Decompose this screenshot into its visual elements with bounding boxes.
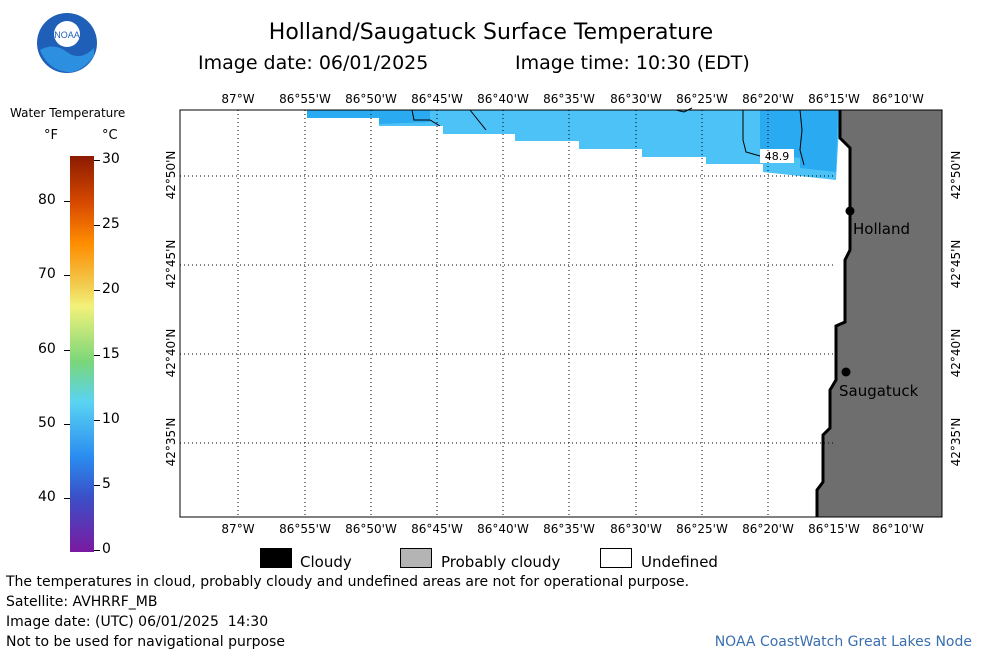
celsius-tick-label: 30	[102, 151, 120, 167]
temperature-contours	[411, 107, 805, 166]
fahrenheit-tick-label: 80	[38, 192, 56, 208]
satellite-text: Satellite: AVHRRF_MB	[6, 594, 158, 610]
contour-label-box	[760, 149, 794, 163]
logo-text: NOAA	[54, 30, 80, 40]
legend-title: Water Temperature	[10, 106, 126, 120]
latitude-label: 42°50'N	[949, 150, 963, 200]
celsius-tick-label: 10	[102, 411, 120, 427]
latitude-label: 42°45'N	[949, 239, 963, 289]
disclaimer-text: The temperatures in cloud, probably clou…	[6, 574, 690, 590]
longitude-label: 86°35'W	[543, 522, 595, 536]
celsius-tick-label: 20	[102, 281, 120, 297]
longitude-label: 86°50'W	[345, 92, 397, 106]
graticule	[180, 110, 835, 517]
fahrenheit-tick-mark	[64, 201, 70, 202]
longitude-label: 86°25'W	[676, 522, 728, 536]
longitude-label: 86°45'W	[411, 92, 463, 106]
utc-date-text: Image date: (UTC) 06/01/2025 14:30	[6, 614, 269, 630]
shoreline	[815, 110, 852, 517]
celsius-tick-mark	[94, 290, 100, 291]
longitude-label: 86°40'W	[477, 522, 529, 536]
longitude-label: 86°45'W	[411, 522, 463, 536]
key-label-probably-cloudy: Probably cloudy	[441, 553, 561, 571]
latitude-label: 42°40'N	[164, 328, 178, 378]
longitude-label: 86°15'W	[808, 522, 860, 536]
image-time: Image time: 10:30 (EDT)	[515, 52, 750, 74]
saugatuck-marker	[841, 367, 851, 377]
land-area	[817, 110, 942, 517]
fahrenheit-tick-mark	[64, 350, 70, 351]
celsius-tick-mark	[94, 420, 100, 421]
longitude-label: 86°30'W	[610, 522, 662, 536]
longitude-label: 86°55'W	[279, 92, 331, 106]
celsius-tick-mark	[94, 485, 100, 486]
latitude-label: 42°40'N	[949, 328, 963, 378]
fahrenheit-tick-mark	[64, 275, 70, 276]
key-label-undefined: Undefined	[641, 553, 718, 571]
contour-label: 48.9	[765, 150, 790, 163]
latitude-label: 42°35'N	[164, 417, 178, 467]
fahrenheit-tick-label: 60	[38, 341, 56, 357]
navigation-warning: Not to be used for navigational purpose	[6, 634, 285, 650]
image-date: Image date: 06/01/2025	[198, 52, 429, 74]
longitude-label: 86°10'W	[872, 522, 924, 536]
city-label-holland: Holland	[853, 220, 910, 238]
fahrenheit-tick-mark	[64, 424, 70, 425]
celsius-tick-mark	[94, 550, 100, 551]
longitude-label: 86°25'W	[676, 92, 728, 106]
longitude-label: 86°50'W	[345, 522, 397, 536]
longitude-label: 86°35'W	[543, 92, 595, 106]
longitude-label: 86°55'W	[279, 522, 331, 536]
latitude-label: 42°35'N	[949, 417, 963, 467]
color-scale-bar	[70, 156, 94, 552]
celsius-tick-mark	[94, 160, 100, 161]
longitude-label: 86°10'W	[872, 92, 924, 106]
lake-water	[307, 110, 840, 180]
fahrenheit-tick-mark	[64, 498, 70, 499]
unit-fahrenheit: °F	[44, 128, 58, 143]
key-swatch-undefined	[600, 548, 632, 568]
latitude-label: 42°45'N	[164, 239, 178, 289]
longitude-label: 86°30'W	[610, 92, 662, 106]
longitude-label: 86°20'W	[742, 522, 794, 536]
longitude-label: 87°W	[221, 92, 255, 106]
celsius-tick-label: 0	[102, 541, 111, 557]
celsius-tick-label: 15	[102, 346, 120, 362]
key-swatch-probably-cloudy	[400, 548, 432, 568]
longitude-label: 86°20'W	[742, 92, 794, 106]
page-title: Holland/Saugatuck Surface Temperature	[268, 20, 714, 45]
longitude-label: 87°W	[221, 522, 255, 536]
unit-celsius: °C	[102, 128, 118, 143]
noaa-logo: NOAA	[36, 12, 98, 74]
credit-text: NOAA CoastWatch Great Lakes Node	[714, 634, 972, 650]
longitude-label: 86°40'W	[477, 92, 529, 106]
latitude-label: 42°50'N	[164, 150, 178, 200]
key-label-cloudy: Cloudy	[300, 553, 352, 571]
fahrenheit-tick-label: 70	[38, 266, 56, 282]
map-frame	[179, 109, 943, 518]
fahrenheit-tick-label: 40	[38, 489, 56, 505]
city-label-saugatuck: Saugatuck	[839, 382, 919, 400]
celsius-tick-mark	[94, 355, 100, 356]
holland-marker	[845, 206, 855, 216]
celsius-tick-label: 25	[102, 216, 120, 232]
longitude-label: 86°15'W	[808, 92, 860, 106]
celsius-tick-label: 5	[102, 476, 111, 492]
celsius-tick-mark	[94, 225, 100, 226]
fahrenheit-tick-label: 50	[38, 415, 56, 431]
key-swatch-cloudy	[260, 548, 292, 568]
